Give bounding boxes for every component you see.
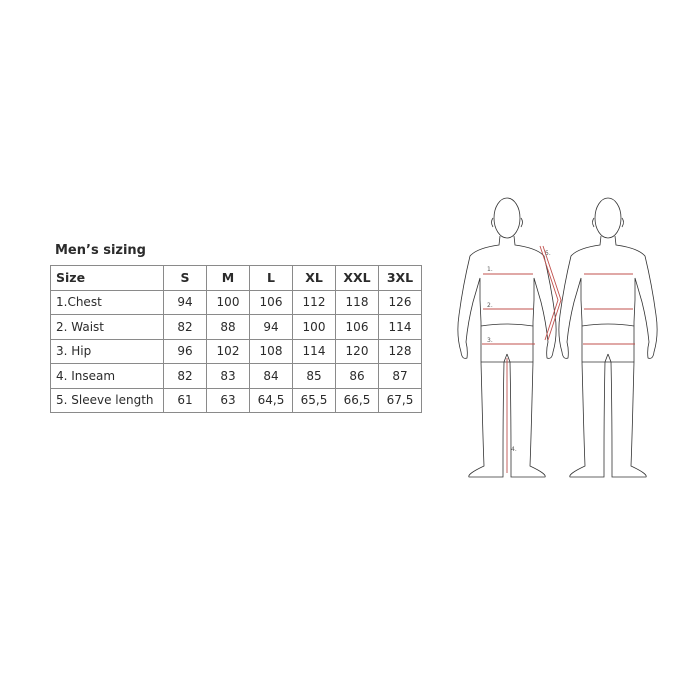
table-header-row: Size S M L XL XXL 3XL	[50, 265, 422, 291]
measurement-label: 1.	[487, 266, 493, 273]
header-cell: L	[249, 265, 293, 291]
sleeve-line	[539, 245, 562, 341]
size-value: 112	[292, 289, 336, 315]
header-cell: XXL	[335, 265, 379, 291]
size-value: 82	[163, 363, 207, 389]
table-row: 5. Sleeve length 61 63 64,5 65,5 66,5 67,5	[50, 387, 422, 413]
measurement-label: 5.	[545, 250, 551, 257]
row-label: 1.Chest	[50, 289, 164, 315]
header-cell: XL	[292, 265, 336, 291]
size-value: 100	[292, 314, 336, 340]
header-cell: 3XL	[378, 265, 422, 291]
chart-title: Men’s sizing	[55, 243, 146, 258]
size-value: 106	[335, 314, 379, 340]
size-value: 65,5	[292, 387, 336, 413]
table-row: 2. Waist 82 88 94 100 106 114	[50, 314, 422, 340]
size-table: Size S M L XL XXL 3XL 1.Chest 94 100 106 112…	[50, 265, 422, 413]
table-row: 4. Inseam 82 83 84 85 86 87	[50, 363, 422, 389]
measurement-label: 2.	[487, 302, 493, 309]
size-value: 67,5	[378, 387, 422, 413]
size-value: 128	[378, 338, 422, 364]
measurement-label: 4.	[511, 446, 517, 453]
size-value: 63	[206, 387, 250, 413]
size-value: 120	[335, 338, 379, 364]
row-label: 4. Inseam	[50, 363, 164, 389]
back-figure	[558, 197, 658, 478]
size-value: 118	[335, 289, 379, 315]
measurement-label: 3.	[487, 337, 493, 344]
row-label: 5. Sleeve length	[50, 387, 164, 413]
table-row: 1.Chest 94 100 106 112 118 126	[50, 289, 422, 315]
size-value: 64,5	[249, 387, 293, 413]
size-value: 94	[249, 314, 293, 340]
header-cell: Size	[50, 265, 164, 291]
size-value: 114	[292, 338, 336, 364]
size-value: 87	[378, 363, 422, 389]
size-value: 66,5	[335, 387, 379, 413]
size-value: 114	[378, 314, 422, 340]
size-value: 100	[206, 289, 250, 315]
size-value: 83	[206, 363, 250, 389]
